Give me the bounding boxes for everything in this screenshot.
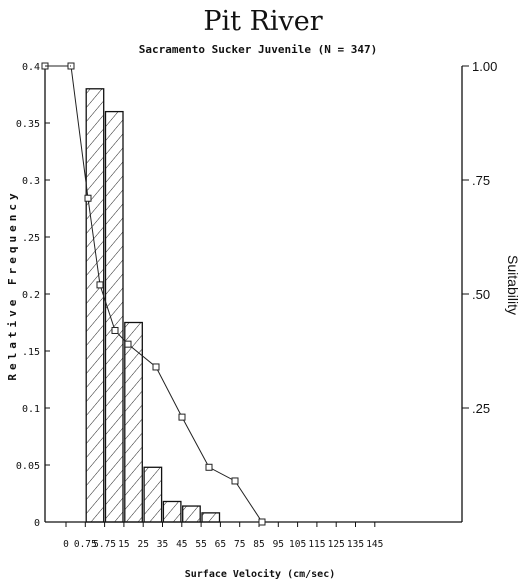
x-tick-label: 75 xyxy=(234,539,245,550)
x-tick-label: 95 xyxy=(273,539,284,550)
x-tick-label: 115 xyxy=(308,539,325,550)
bar xyxy=(104,110,124,523)
y-left-tick-label: 0 xyxy=(34,518,40,529)
y-left-tick-label: 0.35 xyxy=(16,119,40,130)
suitability-point xyxy=(96,281,104,289)
bar xyxy=(162,500,182,523)
x-tick-label: 125 xyxy=(328,539,345,550)
suitability-point xyxy=(111,326,119,334)
suitability-line xyxy=(45,65,263,523)
x-axis-label: Surface Velocity (cm/sec) xyxy=(185,568,336,580)
suitability-point xyxy=(84,194,92,202)
y-left-tick-label: 0.3 xyxy=(22,176,40,187)
y-right-tick-label: 1.00 xyxy=(472,59,497,74)
x-tick-label: 105 xyxy=(289,539,306,550)
suitability-point xyxy=(124,340,132,348)
bar xyxy=(124,321,143,523)
suitability-point xyxy=(178,413,186,421)
chart-title: Pit River xyxy=(203,6,322,37)
y-right-tick-label: .50 xyxy=(472,287,490,302)
suitability-point xyxy=(258,518,266,526)
bar xyxy=(201,512,221,523)
x-tick-label: 65 xyxy=(215,539,226,550)
y-left-tick-label: 0.05 xyxy=(16,461,40,472)
x-tick-label: 5.75 xyxy=(93,539,116,550)
x-tick-label: 35 xyxy=(157,539,168,550)
x-tick-label: 0.75 xyxy=(74,539,97,550)
y-right-tick-label: .75 xyxy=(472,173,490,188)
suitability-point xyxy=(152,363,160,371)
y-right-tick-label: .25 xyxy=(472,401,490,416)
x-tick-label: 45 xyxy=(176,539,187,550)
y-left-tick-label: 0.2 xyxy=(22,290,40,301)
x-tick-label: 55 xyxy=(195,539,206,550)
x-tick-label: 145 xyxy=(366,539,383,550)
chart-subtitle: Sacramento Sucker Juvenile (N = 347) xyxy=(139,43,377,56)
y-axis-left-label: Relative Frequency xyxy=(6,189,19,380)
x-tick-label: 25 xyxy=(137,539,148,550)
plot-area: 0 0.05 0.1 .15 0.2 .25 0.3 0.35 0.4 .25 .50 .75 1.00… xyxy=(16,59,497,550)
suitability-point xyxy=(205,463,213,471)
x-tick-label: 15 xyxy=(118,539,129,550)
y-left-tick-label: 0.4 xyxy=(22,62,40,73)
bar xyxy=(85,88,105,523)
y-left-tick-label: 0.1 xyxy=(22,404,40,415)
bar xyxy=(182,505,201,523)
y-axis-right-label: Suitability xyxy=(505,255,521,315)
x-tick-label: 135 xyxy=(347,539,364,550)
x-tick-label: 0 xyxy=(63,539,69,550)
suitability-point xyxy=(231,477,239,485)
bar xyxy=(143,466,163,523)
y-left-tick-label: .25 xyxy=(22,233,40,244)
x-tick-label: 85 xyxy=(253,539,264,550)
y-left-tick-label: .15 xyxy=(22,347,40,358)
